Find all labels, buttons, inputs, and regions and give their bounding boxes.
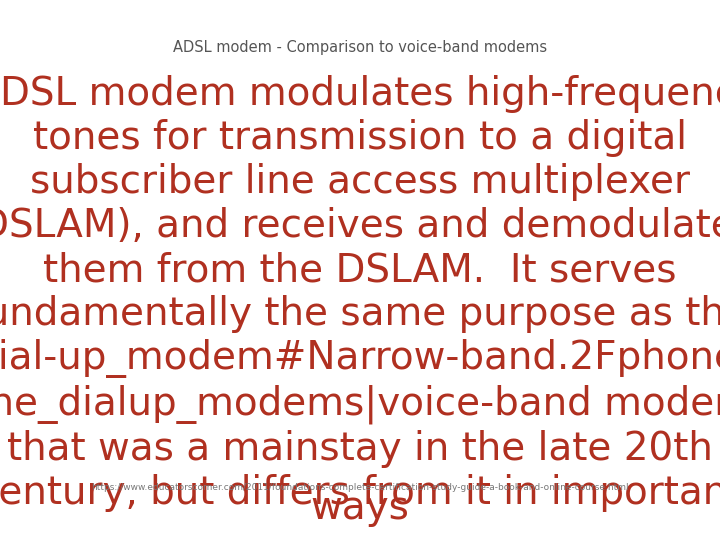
Text: A DSL modem modulates high-frequency
tones for transmission to a digital
subscri: A DSL modem modulates high-frequency ton… [0, 75, 720, 511]
Text: ADSL modem - Comparison to voice-band modems: ADSL modem - Comparison to voice-band mo… [173, 40, 547, 55]
Text: https://www.educatorscorner.com/2011/foundations-complete-certification-study-gu: https://www.educatorscorner.com/2011/fou… [91, 483, 629, 492]
Text: ways: ways [310, 489, 410, 527]
